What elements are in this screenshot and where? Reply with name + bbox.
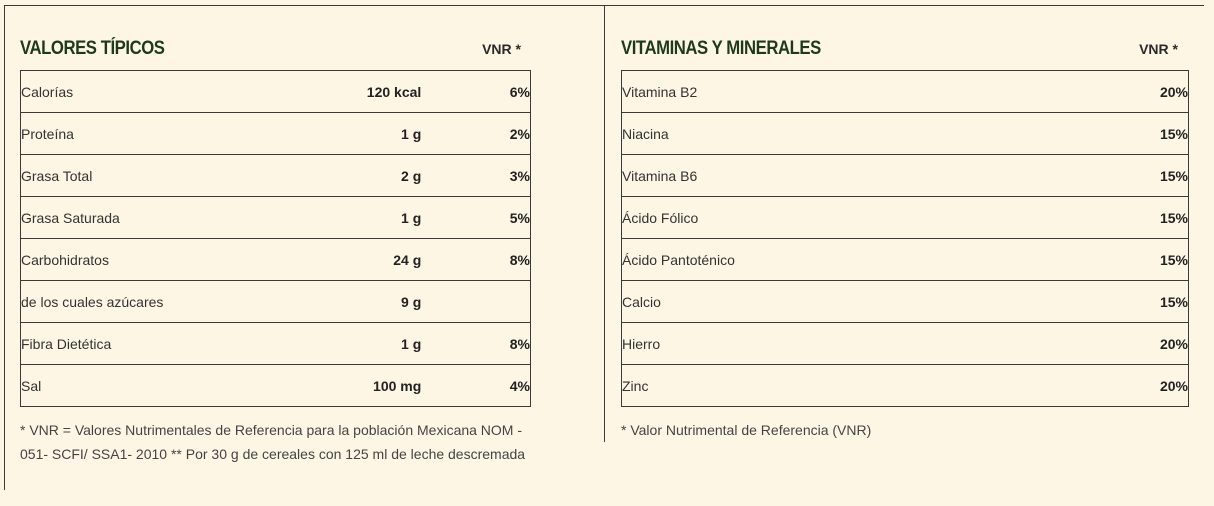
table-row: Fibra Dietética 1 g 8% [20,322,531,365]
nutrient-name: Fibra Dietética [20,322,261,365]
nutrient-vnr: 15% [1061,112,1189,155]
nutrient-vnr: 15% [1061,196,1189,239]
table-row: Grasa Total 2 g 3% [20,154,531,197]
vitamins-minerals-panel: VITAMINAS Y MINERALES VNR * Vitamina B2 2… [621,36,1189,442]
nutrient-vnr: 4% [421,364,531,407]
nutrient-name: Hierro [621,322,1062,365]
nutrient-vnr: 20% [1061,322,1189,365]
nutrient-vnr: 6% [421,70,531,113]
nutrient-vnr: 8% [421,322,531,365]
nutrient-name: Sal [20,364,261,407]
column-divider [604,5,605,442]
table-row: Vitamina B2 20% [621,70,1189,113]
table-row: Zinc 20% [621,364,1189,407]
typical-values-vnr-header: VNR * [482,41,521,57]
table-row: de los cuales azúcares 9 g [20,280,531,323]
nutrient-vnr: 15% [1061,280,1189,323]
vitamins-minerals-footnote: * Valor Nutrimental de Referencia (VNR) [621,422,872,438]
nutrient-vnr [421,280,531,323]
nutrient-vnr: 2% [421,112,531,155]
vitamins-minerals-table: Vitamina B2 20% Niacina 15% Vitamina B6 15%… [621,70,1189,407]
nutrient-name: Ácido Pantoténico [621,238,1062,281]
nutrient-amount: 2 g [260,154,422,197]
table-row: Calcio 15% [621,280,1189,323]
nutrient-name: Grasa Total [20,154,261,197]
table-row: Sal 100 mg 4% [20,364,531,407]
table-row: Grasa Saturada 1 g 5% [20,196,531,239]
typical-values-table: Calorías 120 kcal 6% Proteína 1 g 2% Grasa T… [20,70,531,407]
typical-values-footnote: * VNR = Valores Nutrimentales de Referen… [20,422,526,462]
nutrient-name: Calcio [621,280,1062,323]
nutrient-amount: 24 g [260,238,422,281]
typical-values-title: VALORES TÍPICOS [20,38,165,59]
table-row: Proteína 1 g 2% [20,112,531,155]
vitamins-minerals-title: VITAMINAS Y MINERALES [621,38,821,59]
nutrient-vnr: 8% [421,238,531,281]
nutrient-name: Carbohidratos [20,238,261,281]
nutrient-vnr: 15% [1061,238,1189,281]
nutrient-name: de los cuales azúcares [20,280,261,323]
nutrient-vnr: 5% [421,196,531,239]
table-row: Vitamina B6 15% [621,154,1189,197]
nutrient-vnr: 20% [1061,70,1189,113]
vitamins-minerals-header: VITAMINAS Y MINERALES VNR * [621,36,1188,70]
nutrient-name: Grasa Saturada [20,196,261,239]
nutrient-amount: 1 g [260,112,422,155]
table-row: Hierro 20% [621,322,1189,365]
nutrient-vnr: 15% [1061,154,1189,197]
typical-values-header: VALORES TÍPICOS VNR * [20,36,531,70]
nutrient-amount: 9 g [260,280,422,323]
nutrient-name: Vitamina B6 [621,154,1062,197]
nutrient-name: Zinc [621,364,1062,407]
nutrient-amount: 1 g [260,196,422,239]
nutrient-name: Calorías [20,70,261,113]
table-row: Ácido Pantoténico 15% [621,238,1189,281]
nutrient-amount: 120 kcal [260,70,422,113]
nutrient-name: Proteína [20,112,261,155]
vitamins-minerals-vnr-header: VNR * [1139,41,1178,57]
nutrient-name: Vitamina B2 [621,70,1062,113]
table-row: Carbohidratos 24 g 8% [20,238,531,281]
nutrient-amount: 100 mg [260,364,422,407]
table-row: Niacina 15% [621,112,1189,155]
left-border [4,5,5,490]
typical-values-panel: VALORES TÍPICOS VNR * Calorías 120 kcal 6%… [20,36,531,466]
table-row: Ácido Fólico 15% [621,196,1189,239]
table-row: Calorías 120 kcal 6% [20,70,531,113]
nutrient-name: Niacina [621,112,1062,155]
nutrient-vnr: 20% [1061,364,1189,407]
nutrient-amount: 1 g [260,322,422,365]
nutrient-vnr: 3% [421,154,531,197]
nutrient-name: Ácido Fólico [621,196,1062,239]
